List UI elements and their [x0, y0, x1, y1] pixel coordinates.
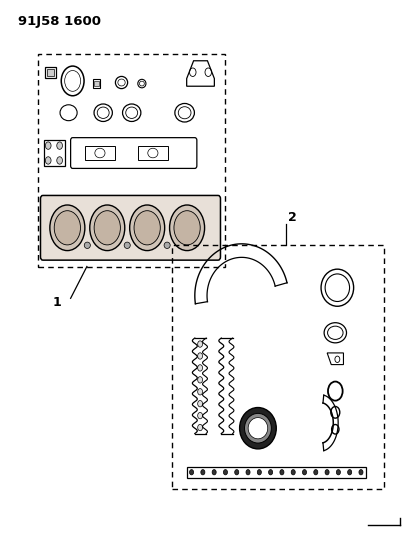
Circle shape: [54, 211, 80, 245]
Circle shape: [173, 211, 200, 245]
Ellipse shape: [247, 418, 267, 439]
Circle shape: [197, 400, 202, 407]
Circle shape: [197, 413, 202, 419]
Circle shape: [302, 470, 306, 475]
Circle shape: [56, 142, 62, 149]
Ellipse shape: [164, 242, 170, 248]
Circle shape: [90, 205, 124, 251]
Bar: [47, 69, 54, 76]
Circle shape: [223, 470, 227, 475]
Ellipse shape: [244, 414, 271, 443]
Circle shape: [324, 470, 328, 475]
Ellipse shape: [124, 242, 130, 248]
Circle shape: [134, 211, 160, 245]
Circle shape: [279, 470, 283, 475]
Circle shape: [245, 470, 249, 475]
Bar: [85, 146, 115, 160]
Circle shape: [129, 205, 164, 251]
Circle shape: [45, 157, 51, 164]
Circle shape: [197, 353, 202, 359]
Text: 1: 1: [52, 296, 61, 309]
Circle shape: [257, 470, 261, 475]
Circle shape: [347, 470, 351, 475]
Circle shape: [45, 142, 51, 149]
Circle shape: [197, 341, 202, 347]
Bar: [44, 140, 64, 166]
Circle shape: [197, 365, 202, 371]
Circle shape: [268, 470, 272, 475]
Circle shape: [200, 470, 204, 475]
Bar: [137, 146, 168, 160]
Circle shape: [211, 470, 216, 475]
Circle shape: [189, 470, 193, 475]
Circle shape: [56, 157, 62, 164]
Text: 2: 2: [288, 212, 297, 224]
Circle shape: [290, 470, 294, 475]
Circle shape: [358, 470, 362, 475]
Circle shape: [94, 211, 120, 245]
Ellipse shape: [239, 408, 276, 449]
Bar: [93, 79, 100, 88]
Circle shape: [197, 424, 202, 431]
FancyBboxPatch shape: [40, 196, 220, 260]
Text: 91J58 1600: 91J58 1600: [18, 14, 101, 28]
Circle shape: [197, 389, 202, 395]
Circle shape: [335, 470, 339, 475]
Bar: [45, 67, 55, 78]
Circle shape: [197, 377, 202, 383]
Circle shape: [50, 205, 85, 251]
Bar: [94, 81, 99, 86]
Circle shape: [169, 205, 204, 251]
Circle shape: [234, 470, 238, 475]
Ellipse shape: [84, 242, 90, 248]
Bar: [186, 467, 365, 478]
Circle shape: [313, 470, 317, 475]
